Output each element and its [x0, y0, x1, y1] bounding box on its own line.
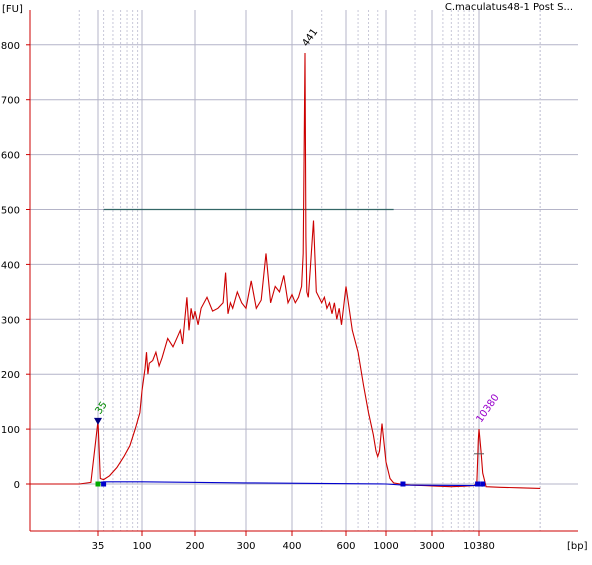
x-tick-label: 200 — [185, 541, 204, 552]
y-unit-label: [FU] — [2, 4, 23, 15]
baseline-trace — [97, 481, 483, 487]
x-tick-label: 100 — [132, 541, 151, 552]
y-tick-label: 300 — [1, 315, 20, 326]
y-tick-label: 200 — [1, 370, 20, 381]
y-tick-label: 500 — [1, 206, 20, 217]
baseline-marker — [101, 481, 107, 487]
x-tick-label: 600 — [336, 541, 355, 552]
x-tick-label: 35 — [92, 541, 105, 552]
signal-trace — [30, 52, 541, 489]
x-tick-label: 3000 — [419, 541, 444, 552]
peak-layer — [94, 417, 486, 487]
x-unit-label: [bp] — [567, 541, 588, 552]
x-tick-label: 1000 — [373, 541, 398, 552]
axis-layer — [29, 10, 578, 532]
y-tick-label: 0 — [14, 480, 20, 491]
baseline-marker — [400, 481, 406, 487]
baseline-marker — [95, 481, 101, 487]
y-tick-label: 400 — [1, 260, 20, 271]
x-tick-label: 10380 — [463, 541, 495, 552]
y-tick-label: 800 — [1, 41, 20, 52]
sample-title: C.maculatus48-1 Post S... — [445, 2, 573, 13]
x-tick-label: 400 — [282, 541, 301, 552]
y-tick-label: 700 — [1, 96, 20, 107]
y-tick-label: 600 — [1, 151, 20, 162]
baseline-marker — [475, 481, 481, 487]
peak-marker-35 — [94, 417, 102, 425]
series-layer — [30, 52, 541, 489]
x-tick-label: 300 — [236, 541, 255, 552]
baseline-marker — [480, 481, 486, 487]
y-tick-label: 100 — [1, 425, 20, 436]
